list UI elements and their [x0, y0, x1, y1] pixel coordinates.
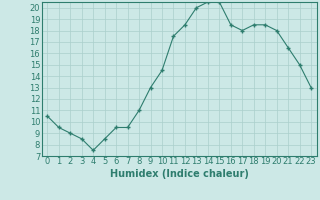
X-axis label: Humidex (Indice chaleur): Humidex (Indice chaleur): [110, 169, 249, 179]
